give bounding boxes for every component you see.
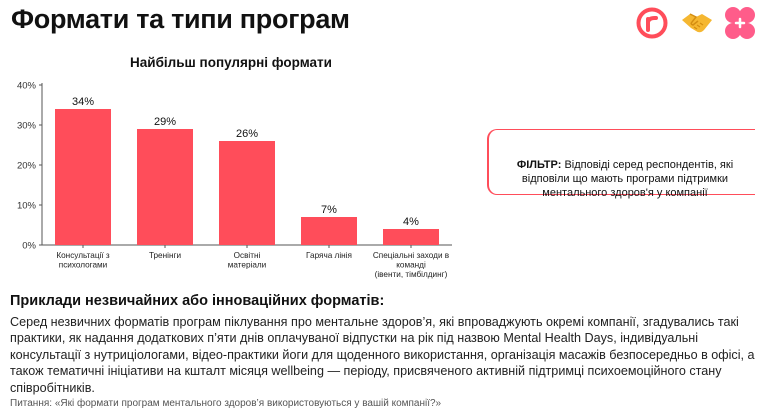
bar-value-label: 26%	[236, 128, 258, 140]
bar	[219, 141, 275, 245]
y-tick-label: 20%	[17, 161, 37, 172]
x-tick-label-line: Спеціальні заходи в	[373, 251, 449, 260]
y-tick-label: 30%	[17, 121, 37, 132]
bar	[301, 217, 357, 245]
x-tick-label: Тренінги	[149, 251, 181, 260]
x-tick-label-line: матеріали	[228, 261, 267, 270]
examples-heading: Приклади незвичайних або інноваційних фо…	[10, 293, 385, 309]
bar-value-label: 29%	[154, 116, 176, 128]
examples-paragraph: Серед незвичних форматів програм піклува…	[10, 315, 755, 395]
bar-value-label: 34%	[72, 96, 94, 108]
x-tick-label-line: (івенти, тімбілдинг)	[375, 270, 448, 279]
filter-label: ФІЛЬТР:	[516, 159, 562, 171]
filter-description: Відповіді серед респондентів, які відпов…	[521, 159, 734, 199]
x-tick-label: Консультації з психологами	[56, 251, 110, 270]
bar	[383, 229, 439, 245]
x-tick-label-line: Освітні	[234, 251, 261, 260]
bar-value-label: 7%	[321, 204, 337, 216]
x-tick-label-line: психологами	[59, 261, 107, 270]
bar	[55, 109, 111, 245]
x-tick-label-line: команді	[396, 261, 426, 270]
handshake-icon	[682, 13, 712, 33]
x-tick-label: Спеціальні заходи в команді (івенти, тімбі…	[373, 251, 449, 279]
x-tick-label-line: Тренінги	[149, 251, 181, 260]
bar-value-label: 4%	[403, 216, 419, 228]
x-tick-label: Освітні матеріали	[228, 251, 267, 270]
x-tick-label: Гаряча лінія	[306, 251, 352, 260]
source-note: Питання: «Які формати програм ментальног…	[10, 398, 442, 409]
filter-box	[487, 129, 755, 195]
y-tick-label: 0%	[22, 241, 36, 252]
filter-note: ФІЛЬТР: Відповіді серед респондентів, як…	[499, 158, 751, 200]
pink-flower-logo-icon	[725, 7, 755, 39]
x-tick-label-line: Гаряча лінія	[306, 251, 352, 260]
bar	[137, 129, 193, 245]
r-circle-logo-icon	[636, 7, 668, 39]
bar-chart: 0% 10% 20% 30% 40% 34% Консультації з психолога…	[17, 81, 452, 279]
y-tick-label: 10%	[17, 201, 37, 212]
brand-logos	[636, 6, 760, 40]
y-tick-label: 40%	[17, 81, 37, 92]
chart-title: Найбільш популярні формати	[130, 55, 332, 70]
page-title: Формати та типи програм	[11, 4, 350, 34]
x-tick-label-line: Консультації з	[56, 251, 110, 260]
